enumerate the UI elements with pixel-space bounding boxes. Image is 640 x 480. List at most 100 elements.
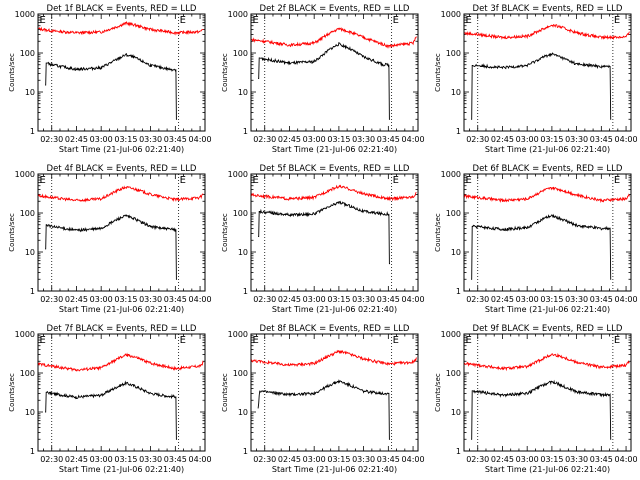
x-tick-label: 03:15 xyxy=(327,455,350,464)
x-tick-label: 03:45 xyxy=(377,455,400,464)
y-tick-label: 1000 xyxy=(15,170,35,179)
x-tick-label: 03:30 xyxy=(139,295,162,304)
x-tick-label: 02:45 xyxy=(491,295,514,304)
events-series-line xyxy=(45,214,177,280)
e-marker-label: E xyxy=(466,15,472,26)
x-tick-label: 02:45 xyxy=(65,455,88,464)
x-tick-label: 02:30 xyxy=(40,455,63,464)
x-axis-label: Start Time (21-Jul-06 02:21:40) xyxy=(272,145,397,154)
plot-frame xyxy=(250,333,419,452)
y-tick-label: 10 xyxy=(25,88,35,97)
x-tick-label: 03:00 xyxy=(303,455,326,464)
y-tick-label: 100 xyxy=(446,209,461,218)
x-tick-label: 03:30 xyxy=(565,135,588,144)
y-tick-label: 1000 xyxy=(441,10,461,19)
y-axis-label: Counts/sec xyxy=(8,213,16,252)
panel-title: Det 6f BLACK = Events, RED = LLD xyxy=(473,164,623,174)
panel-det-5: Det 5f BLACK = Events, RED = LLD 1 10 100 10… xyxy=(221,164,425,314)
panel-det-3: Det 3f BLACK = Events, RED = LLD 1 10 100 10… xyxy=(434,4,638,154)
x-tick-label: 02:45 xyxy=(491,455,514,464)
y-axis-label: Counts/sec xyxy=(221,213,229,252)
y-axis-label: Counts/sec xyxy=(434,53,442,92)
y-tick-label: 1 xyxy=(456,447,461,456)
x-tick-label: 03:45 xyxy=(164,455,187,464)
panel-det-7: Det 7f BLACK = Events, RED = LLD 1 10 100 10… xyxy=(8,324,212,474)
x-tick-label: 02:30 xyxy=(466,135,489,144)
x-tick-label: 04:00 xyxy=(615,295,638,304)
y-tick-label: 1000 xyxy=(441,170,461,179)
x-tick-label: 02:30 xyxy=(253,295,276,304)
y-tick-label: 10 xyxy=(25,408,35,417)
e-marker-label: E xyxy=(253,175,259,186)
x-axis-label: Start Time (21-Jul-06 02:21:40) xyxy=(272,465,397,474)
events-series-line xyxy=(471,213,612,280)
events-series-line xyxy=(258,200,390,265)
panel-title: Det 4f BLACK = Events, RED = LLD xyxy=(47,164,197,174)
e-marker-label: E xyxy=(393,15,399,26)
y-tick-label: 10 xyxy=(25,248,35,257)
x-tick-label: 04:00 xyxy=(402,295,425,304)
plot-frame xyxy=(37,13,206,132)
events-series-line xyxy=(471,379,612,440)
lld-series-line xyxy=(464,352,630,372)
panel-title: Det 2f BLACK = Events, RED = LLD xyxy=(260,4,410,14)
y-axis-label: Counts/sec xyxy=(434,373,442,412)
y-tick-label: 100 xyxy=(233,209,248,218)
lld-series-line xyxy=(251,27,417,49)
e-marker-label: E xyxy=(180,335,186,346)
x-tick-label: 04:00 xyxy=(189,135,212,144)
x-tick-label: 03:30 xyxy=(139,135,162,144)
y-tick-label: 1000 xyxy=(228,10,248,19)
x-tick-label: 03:15 xyxy=(540,455,563,464)
panel-title: Det 9f BLACK = Events, RED = LLD xyxy=(473,324,623,334)
e-marker-label: E xyxy=(40,335,46,346)
y-tick-label: 10 xyxy=(238,248,248,257)
panel-det-2: Det 2f BLACK = Events, RED = LLD 1 10 100 10… xyxy=(221,4,425,154)
e-marker-label: E xyxy=(253,15,259,26)
x-tick-label: 03:45 xyxy=(164,135,187,144)
plot-frame xyxy=(37,173,206,292)
y-tick-label: 1000 xyxy=(15,10,35,19)
y-axis-label: Counts/sec xyxy=(8,373,16,412)
y-tick-label: 10 xyxy=(238,88,248,97)
y-axis-label: Counts/sec xyxy=(221,373,229,412)
plot-frame xyxy=(463,333,632,452)
lld-series-line xyxy=(251,349,417,367)
x-tick-label: 03:30 xyxy=(352,455,375,464)
x-tick-label: 02:45 xyxy=(278,295,301,304)
lld-series-line xyxy=(38,185,204,203)
x-axis-label: Start Time (21-Jul-06 02:21:40) xyxy=(485,145,610,154)
y-axis-label: Counts/sec xyxy=(8,53,16,92)
x-tick-label: 04:00 xyxy=(402,135,425,144)
x-tick-label: 02:45 xyxy=(278,455,301,464)
x-tick-label: 02:45 xyxy=(278,135,301,144)
panel-det-1: Det 1f BLACK = Events, RED = LLD 1 10 100 10… xyxy=(8,4,212,154)
y-tick-label: 100 xyxy=(233,369,248,378)
x-tick-label: 03:45 xyxy=(377,295,400,304)
y-tick-label: 100 xyxy=(233,49,248,58)
plot-frame xyxy=(250,13,419,132)
y-tick-label: 100 xyxy=(20,209,35,218)
plot-frame xyxy=(250,173,419,292)
lld-series-line xyxy=(464,24,630,41)
x-tick-label: 03:30 xyxy=(352,295,375,304)
e-marker-label: E xyxy=(40,15,46,26)
y-tick-label: 10 xyxy=(451,248,461,257)
y-tick-label: 1 xyxy=(243,447,248,456)
x-tick-label: 04:00 xyxy=(615,455,638,464)
events-series-line xyxy=(45,380,177,440)
y-axis-label: Counts/sec xyxy=(221,53,229,92)
x-tick-label: 03:00 xyxy=(303,135,326,144)
x-tick-label: 03:30 xyxy=(139,455,162,464)
x-tick-label: 03:15 xyxy=(327,135,350,144)
y-tick-label: 100 xyxy=(20,369,35,378)
x-tick-label: 03:45 xyxy=(590,135,613,144)
y-tick-label: 1 xyxy=(30,127,35,136)
y-tick-label: 1 xyxy=(456,287,461,296)
plot-frame xyxy=(463,13,632,132)
events-series-line xyxy=(471,52,612,120)
y-tick-label: 1 xyxy=(243,287,248,296)
e-marker-label: E xyxy=(253,335,259,346)
panel-title: Det 7f BLACK = Events, RED = LLD xyxy=(47,324,197,334)
